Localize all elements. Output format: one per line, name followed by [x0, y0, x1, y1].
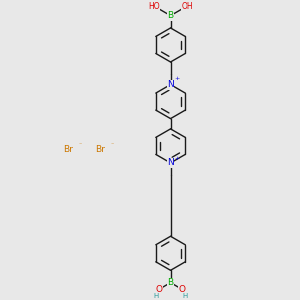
Text: OH: OH	[181, 2, 193, 11]
Text: O: O	[156, 285, 163, 294]
Text: N: N	[167, 80, 174, 89]
Text: B: B	[167, 11, 174, 20]
Text: B: B	[167, 278, 174, 287]
Text: ⁻: ⁻	[111, 143, 114, 148]
Text: Br: Br	[95, 145, 105, 154]
Text: HO: HO	[148, 2, 160, 11]
Text: H: H	[183, 292, 188, 298]
Text: ⁻: ⁻	[79, 143, 82, 148]
Text: O: O	[178, 285, 185, 294]
Text: N: N	[167, 158, 174, 167]
Text: Br: Br	[63, 145, 73, 154]
Text: +: +	[175, 156, 180, 161]
Text: +: +	[175, 76, 180, 82]
Text: H: H	[153, 292, 158, 298]
